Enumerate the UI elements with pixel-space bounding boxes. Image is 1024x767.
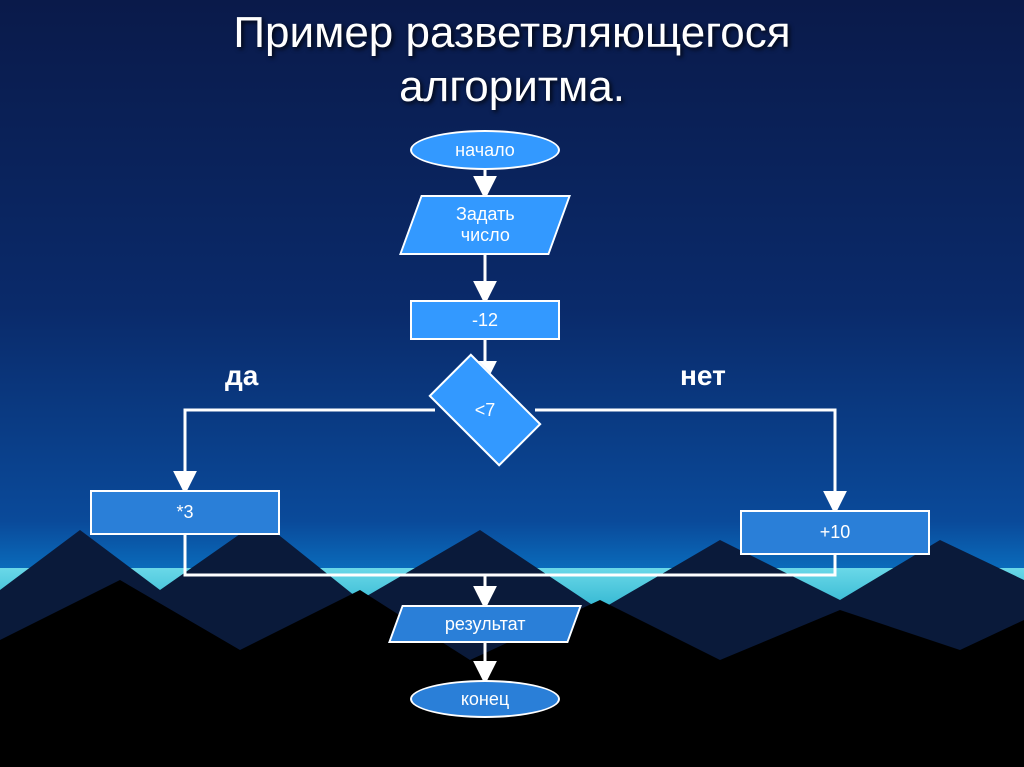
node-left: *3 [90,490,280,535]
node-end: конец [410,680,560,718]
water-gradient [0,568,1024,767]
slide-title: Пример разветвляющегося алгоритма. [0,6,1024,114]
branch-label-yes: да [225,360,258,392]
node-dec: <7 [435,380,535,440]
node-right: +10 [740,510,930,555]
title-line-2: алгоритма. [399,62,625,111]
node-input: Задать число [410,195,560,255]
node-proc1: -12 [410,300,560,340]
node-start: начало [410,130,560,170]
slide-stage: Пример разветвляющегося алгоритма. начало… [0,0,1024,767]
node-output: результат [395,605,575,643]
branch-label-no: нет [680,360,726,392]
title-line-1: Пример разветвляющегося [233,8,790,57]
